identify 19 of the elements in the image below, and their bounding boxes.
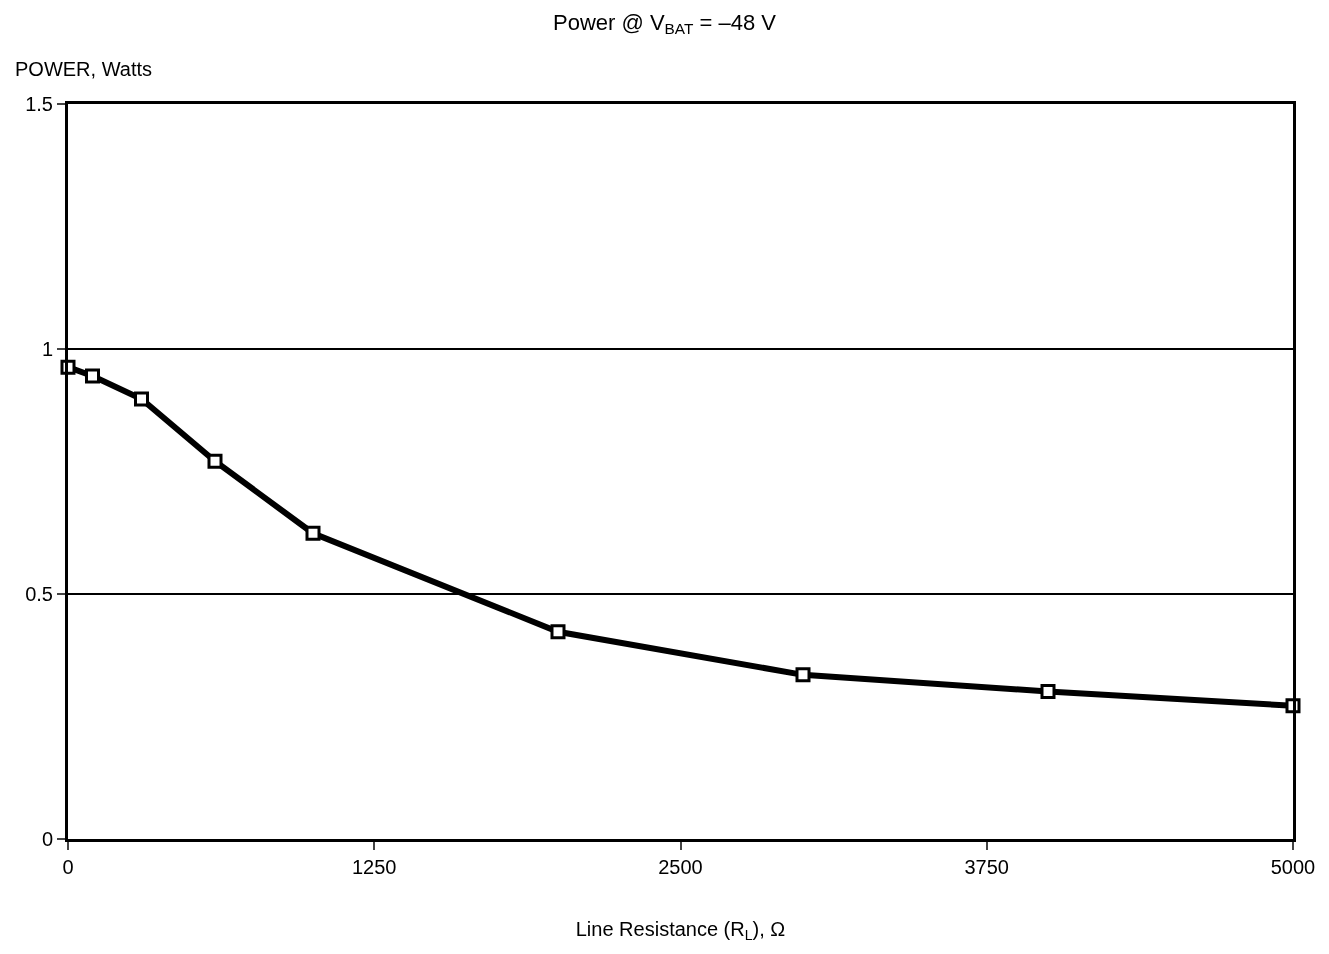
y-axis-title: POWER, Watts (15, 58, 153, 80)
y-tick-label: 0 (41, 828, 53, 850)
y-tick-label: 1 (41, 338, 53, 360)
y-tick-label: 1.5 (25, 93, 53, 115)
point (207, 453, 223, 469)
point (550, 624, 566, 640)
point (1040, 684, 1056, 700)
point (305, 525, 321, 541)
x-tick-label: 3750 (964, 856, 1009, 878)
x-tick-label: 1250 (352, 856, 397, 878)
x-axis-title: Line Resistance (R$_{L}$), Ω (575, 917, 786, 943)
point (134, 391, 149, 407)
chart-title: Power @ V$_{BAT}$ = –48 V (553, 9, 777, 38)
x-tick-label: 0 (62, 856, 74, 878)
y-tick-label: 0.5 (25, 583, 53, 605)
x-tick-label: 2500 (658, 856, 703, 878)
x-tick-label: 5000 (1270, 856, 1316, 878)
point (795, 667, 811, 683)
point (85, 368, 100, 384)
